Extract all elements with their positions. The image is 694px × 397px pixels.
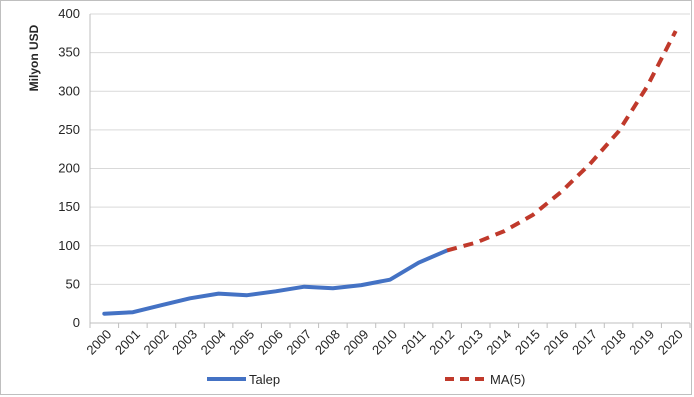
x-tick-label: 2013 bbox=[455, 327, 486, 358]
y-tick-label: 400 bbox=[58, 6, 80, 21]
y-axis: 0 50 100 150 200 250 300 350 400 bbox=[58, 6, 91, 330]
x-tick-label: 2017 bbox=[569, 327, 600, 358]
series-line-ma-5 bbox=[446, 30, 678, 253]
legend-item-talep: Talep bbox=[207, 372, 280, 387]
gridlines bbox=[90, 13, 690, 285]
x-tick-label: 2002 bbox=[140, 327, 171, 358]
y-tick-label: 250 bbox=[58, 122, 80, 137]
legend-item-ma5: MA(5) bbox=[445, 372, 525, 387]
x-tick-label: 2003 bbox=[169, 327, 200, 358]
x-tick-label: 2012 bbox=[426, 327, 457, 358]
x-tick-label: 2018 bbox=[598, 327, 629, 358]
series-lines bbox=[102, 30, 678, 316]
x-tick-label: 2020 bbox=[655, 327, 686, 358]
x-tick-label: 2001 bbox=[112, 327, 143, 358]
x-tick-label: 2000 bbox=[83, 327, 114, 358]
x-tick-label: 2014 bbox=[483, 327, 514, 358]
x-axis: 2000200120022003200420052006200720082009… bbox=[83, 322, 691, 358]
x-tick-label: 2009 bbox=[340, 327, 371, 358]
y-tick-label: 300 bbox=[58, 83, 80, 98]
y-tick-label: 350 bbox=[58, 45, 80, 60]
y-tick-label: 150 bbox=[58, 199, 80, 214]
y-tick-label: 100 bbox=[58, 238, 80, 253]
y-tick-label: 0 bbox=[73, 315, 80, 330]
x-tick-label: 2008 bbox=[312, 327, 343, 358]
legend-label-talep: Talep bbox=[249, 372, 280, 387]
legend-label-ma5: MA(5) bbox=[490, 372, 525, 387]
x-tick-label: 2010 bbox=[369, 327, 400, 358]
y-tick-label: 200 bbox=[58, 161, 80, 176]
x-tick-label: 2005 bbox=[226, 327, 257, 358]
legend: Talep MA(5) bbox=[207, 372, 525, 387]
x-tick-label: 2007 bbox=[283, 327, 314, 358]
x-tick-label: 2019 bbox=[626, 327, 657, 358]
x-tick-label: 2015 bbox=[512, 327, 543, 358]
x-tick-label: 2016 bbox=[540, 327, 571, 358]
series-line-talep bbox=[102, 248, 450, 316]
x-tick-label: 2011 bbox=[398, 327, 428, 357]
y-tick-label: 50 bbox=[66, 276, 80, 291]
y-axis-label: Milyon USD bbox=[27, 24, 41, 91]
x-tick-label: 2006 bbox=[255, 327, 286, 358]
x-tick-label: 2004 bbox=[198, 327, 229, 358]
